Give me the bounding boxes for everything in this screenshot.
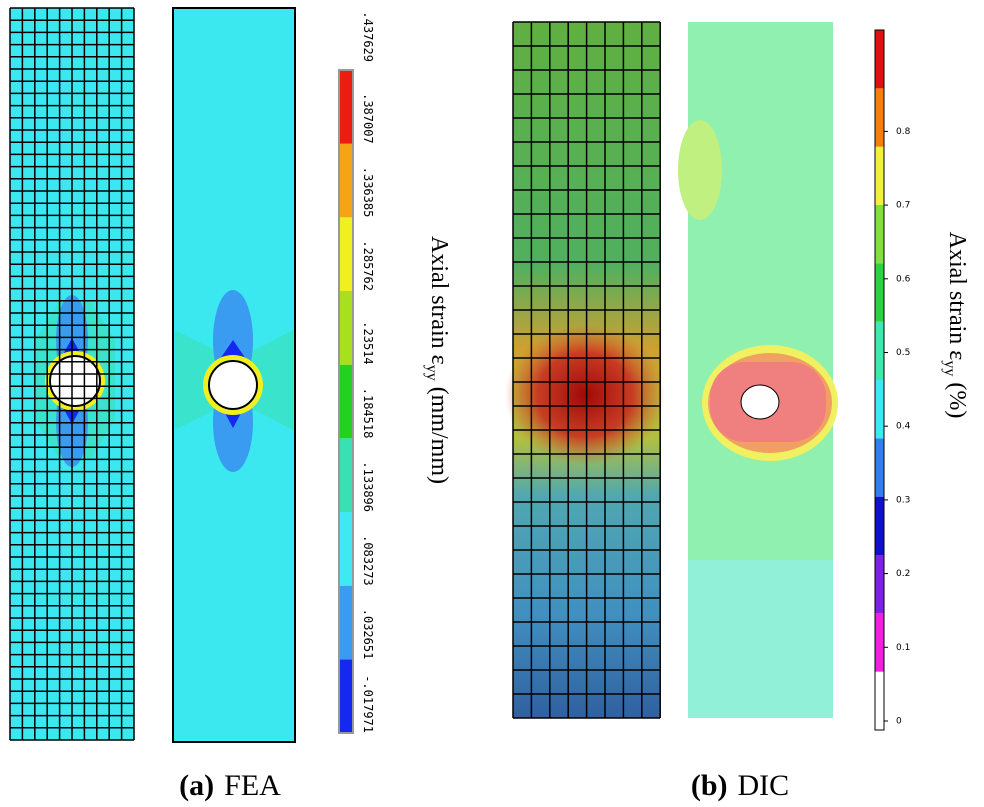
colorbar-tick-label: .387007 [361,93,375,144]
colorbar-tick-label: .083273 [361,535,375,586]
colorbar-tick-label: .336385 [361,167,375,218]
colorbar-band [875,205,884,263]
fea-mesh [10,8,134,740]
label-sub: yy [423,365,440,381]
caption: (a) FEA [179,769,281,802]
caption: (b) DIC [691,769,789,802]
colorbar-band [340,512,352,586]
caption-tag: (a) [179,769,214,802]
colorbar-band [875,380,884,438]
colorbar-tick-label: 0.5 [896,348,910,358]
colorbar-tick-label: 0 [896,717,902,727]
label-text: Axial strain ε [944,232,970,361]
figure: -.017971 .032651 .083273 .133896 .184518 .235… [0,0,984,807]
colorbar-tick-label: .184518 [361,388,375,439]
colorbar-band [340,659,352,733]
colorbar-band [875,147,884,205]
colorbar-tick-label: .133896 [361,461,375,512]
colorbar-band [340,291,352,365]
colorbar-label: Axial strain εyy (mm/mm) [423,236,452,484]
colorbar-band [340,70,352,144]
colorbar-tick-label: 0.8 [896,127,911,137]
dic-image [505,22,665,718]
colorbar-band [875,555,884,613]
colorbar-band [875,613,884,671]
colorbar-tick-label: .285762 [361,240,375,291]
colorbar-tick-label: 0.4 [896,422,911,432]
colorbar-band [340,586,352,660]
colorbar-tick-label: 0.6 [896,274,911,284]
caption-tag: (b) [691,769,728,802]
colorbar-band [875,672,884,730]
colorbar-tick-label: -.017971 [361,675,375,733]
colorbar-band [340,365,352,439]
dic-contour [678,22,838,718]
fea-contour [173,8,295,742]
colorbar-tick-label: .032651 [361,609,375,660]
colorbar-band [875,322,884,380]
caption-text: DIC [738,769,790,802]
colorbar-tick-label: .437629 [361,11,375,62]
label-unit: (%) [944,382,970,418]
caption-text: FEA [224,769,281,802]
label-unit: (mm/mm) [426,387,452,484]
label-sub: yy [941,360,958,376]
colorbar-tick-label: .23514 [361,321,375,364]
colorbar-band [340,217,352,291]
colorbar-band [875,88,884,146]
colorbar-band [875,263,884,321]
colorbar-band [875,30,884,88]
colorbar-band [875,497,884,555]
colorbar-band [340,438,352,512]
colorbar-band [875,438,884,496]
colorbar-tick-label: 0.2 [896,569,910,579]
colorbar-tick-label: 0.7 [896,201,910,211]
colorbar-label: Axial strain εyy (%) [941,232,970,419]
colorbar-band [340,144,352,218]
colorbar-tick-label: 0.3 [896,495,910,505]
label-text: Axial strain ε [426,236,452,365]
colorbar-tick-label: 0.1 [896,643,910,653]
